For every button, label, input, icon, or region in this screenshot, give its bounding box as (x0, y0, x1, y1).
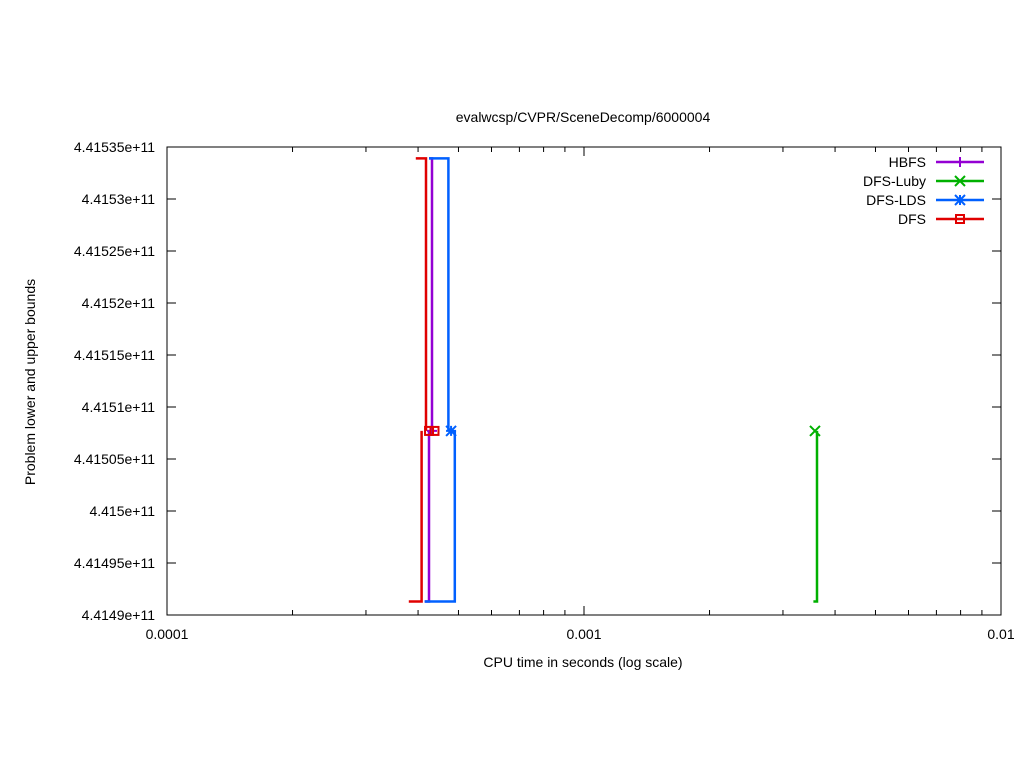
series-hbfs-lower-bound-line (424, 430, 431, 603)
legend-item-hbfs: HBFS (889, 154, 984, 170)
y-tick-label: 4.41495e+11 (74, 555, 155, 571)
legend-label: DFS-Luby (863, 173, 926, 189)
legend-marker (955, 157, 965, 167)
legend-marker (955, 214, 965, 224)
y-tick-label: 4.4152e+11 (82, 295, 156, 311)
x-axis-ticks: 0.0001 0.001 0.01 (146, 147, 1015, 642)
legend-label: DFS-LDS (866, 192, 926, 208)
y-tick-label: 4.41535e+11 (74, 139, 155, 155)
y-tick-label: 4.41525e+11 (74, 243, 155, 259)
y-tick-label: 4.4149e+11 (82, 607, 156, 623)
legend-item-dfs-lds: DFS-LDS (866, 192, 984, 208)
series-dfs-luby-lower-bound-line (813, 430, 819, 603)
series-dfs-upper-bound-line (415, 157, 428, 431)
x-tick-label: 0.0001 (146, 626, 189, 642)
chart-title: evalwcsp/CVPR/SceneDecomp/6000004 (456, 109, 711, 125)
legend-item-dfs-luby: DFS-Luby (863, 173, 984, 189)
y-tick-label: 4.41515e+11 (74, 347, 155, 363)
plot-frame (166, 146, 1002, 616)
series-dfs-point (424, 425, 435, 436)
plot-border (166, 146, 1002, 616)
legend: HBFS DFS-Luby DFS-LDS DFS (863, 154, 984, 227)
x-tick-label: 0.01 (987, 626, 1014, 642)
series-layer (408, 157, 821, 603)
series-dfs-lds (424, 157, 457, 603)
y-axis-label: Problem lower and upper bounds (22, 279, 38, 485)
series-dfs-luby-point (809, 425, 821, 437)
y-tick-label: 4.4153e+11 (82, 191, 156, 207)
series-dfs-lower-bound-line (408, 430, 423, 603)
legend-label: DFS (898, 211, 926, 227)
y-tick-label: 4.4151e+11 (82, 399, 156, 415)
legend-label: HBFS (889, 154, 926, 170)
legend-marker (954, 194, 966, 206)
series-dfs-point (429, 425, 440, 436)
series-dfs-lds-upper-bound-line (429, 157, 450, 431)
x-axis-label: CPU time in seconds (log scale) (483, 654, 682, 670)
legend-marker (954, 175, 966, 187)
series-dfs-luby (809, 425, 821, 603)
series-dfs-lds-lower-bound-line (424, 430, 457, 603)
x-tick-label: 0.001 (566, 626, 601, 642)
series-hbfs-upper-bound-line (429, 157, 434, 431)
legend-item-dfs: DFS (898, 211, 984, 227)
y-axis-ticks: 4.4149e+11 4.41495e+11 4.415e+11 4.41505e+1… (74, 139, 1001, 623)
y-tick-label: 4.41505e+11 (74, 451, 155, 467)
series-dfs (408, 157, 440, 603)
series-dfs-lds-point (445, 425, 457, 437)
y-tick-label: 4.415e+11 (89, 503, 155, 519)
